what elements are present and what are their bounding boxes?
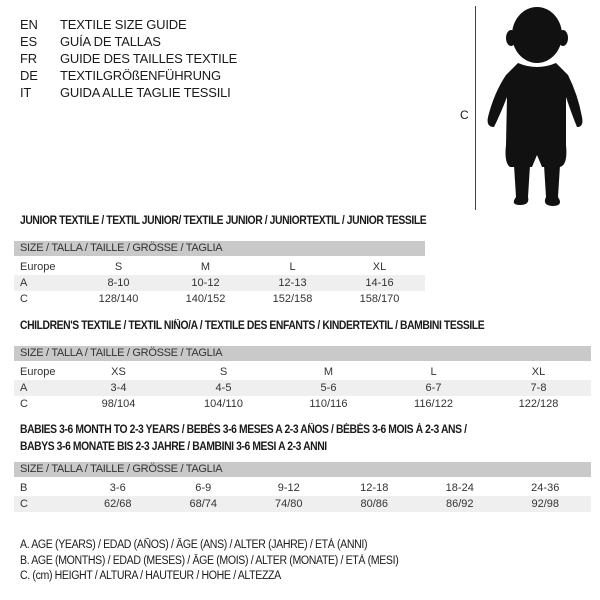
- language-code: ES: [20, 34, 37, 49]
- height-label: C: [460, 108, 469, 122]
- table-cell: 18-24: [445, 482, 474, 494]
- babies-size-table: SIZE / TALLA / TAILLE / GRÖSSE / TAGLIA B…: [14, 462, 591, 512]
- table-cell: 3-4: [110, 382, 127, 394]
- babies-title-line1: BABIES 3-6 MONTH TO 2-3 YEARS / BEBÉS 3-…: [20, 424, 467, 436]
- table-cell: 158/170: [359, 293, 400, 305]
- table-cell: 10-12: [191, 277, 220, 289]
- table-cell: L: [289, 261, 296, 273]
- children-title: CHILDREN'S TEXTILE / TEXTIL NIÑO/A / TEX…: [20, 320, 485, 332]
- table-cell: 9-12: [277, 482, 300, 494]
- row-label: Europe: [20, 366, 56, 378]
- table-cell: 128/140: [98, 293, 139, 305]
- table-cell: S: [219, 366, 228, 378]
- table-cell: 74/80: [274, 498, 303, 510]
- child-silhouette-icon: [487, 7, 583, 206]
- table-row: C 98/104 104/110 110/116 116/122 122/128: [14, 396, 591, 412]
- table-row: C 62/68 68/74 74/80 80/86 86/92 92/98: [14, 496, 591, 512]
- language-line: DE TEXTILGRÖßENFÜHRUNG: [20, 67, 221, 84]
- row-label: A: [20, 382, 28, 394]
- row-label: B: [20, 482, 28, 494]
- size-header: SIZE / TALLA / TAILLE / GRÖSSE / TAGLIA: [14, 241, 425, 256]
- language-line: EN TEXTILE SIZE GUIDE: [20, 16, 187, 33]
- table-cell: 14-16: [365, 277, 394, 289]
- language-title: GUÍA DE TALLAS: [60, 34, 161, 49]
- table-cell: 5-6: [320, 382, 337, 394]
- table-cell: 140/152: [185, 293, 226, 305]
- children-size-table: SIZE / TALLA / TAILLE / GRÖSSE / TAGLIA E…: [14, 346, 591, 412]
- table-cell: XS: [111, 366, 126, 378]
- table-cell: M: [200, 261, 211, 273]
- language-line: ES GUÍA DE TALLAS: [20, 33, 161, 50]
- table-cell: 86/92: [445, 498, 474, 510]
- table-cell: 4-5: [215, 382, 232, 394]
- table-cell: 98/104: [101, 398, 136, 410]
- language-line: FR GUIDE DES TAILLES TEXTILE: [20, 50, 237, 67]
- table-cell: 80/86: [360, 498, 389, 510]
- table-cell: 6-7: [425, 382, 442, 394]
- language-title: TEXTILGRÖßENFÜHRUNG: [60, 68, 221, 83]
- table-cell: 116/122: [414, 398, 453, 410]
- size-header: SIZE / TALLA / TAILLE / GRÖSSE / TAGLIA: [14, 462, 591, 477]
- babies-title-line2: BABYS 3-6 MONATE BIS 2-3 JAHRE / BAMBINI…: [20, 441, 327, 453]
- table-cell: 110/116: [309, 398, 348, 410]
- table-cell: XL: [372, 261, 387, 273]
- table-cell: 24-36: [531, 482, 560, 494]
- table-row: C 128/140 140/152 152/158 158/170: [14, 291, 425, 307]
- height-line: [475, 6, 476, 210]
- size-header: SIZE / TALLA / TAILLE / GRÖSSE / TAGLIA: [14, 346, 591, 361]
- table-row: Europe S M L XL: [14, 259, 425, 275]
- table-cell: L: [430, 366, 437, 378]
- row-label: Europe: [20, 261, 56, 273]
- table-cell: 92/98: [531, 498, 560, 510]
- table-cell: 12-18: [360, 482, 389, 494]
- table-cell: 152/158: [272, 293, 313, 305]
- row-label: C: [20, 398, 28, 410]
- table-cell: 8-10: [107, 277, 130, 289]
- table-cell: 12-13: [278, 277, 307, 289]
- table-cell: M: [323, 366, 334, 378]
- legend-b: B. AGE (MONTHS) / EDAD (MESES) / ÂGE (MO…: [20, 555, 399, 567]
- table-cell: 6-9: [195, 482, 212, 494]
- row-label: A: [20, 277, 28, 289]
- junior-size-table: SIZE / TALLA / TAILLE / GRÖSSE / TAGLIA E…: [14, 241, 425, 307]
- table-row: A 8-10 10-12 12-13 14-16: [14, 275, 425, 291]
- language-title: TEXTILE SIZE GUIDE: [60, 17, 187, 32]
- language-code: FR: [20, 51, 37, 66]
- language-title: GUIDA ALLE TAGLIE TESSILI: [60, 85, 231, 100]
- row-label: C: [20, 498, 28, 510]
- language-code: DE: [20, 68, 38, 83]
- language-code: EN: [20, 17, 38, 32]
- legend-c: C. (cm) HEIGHT / ALTURA / HAUTEUR / HÖHE…: [20, 570, 281, 582]
- legend-a: A. AGE (YEARS) / EDAD (AÑOS) / ÂGE (ANS)…: [20, 539, 368, 551]
- table-cell: XL: [531, 366, 546, 378]
- table-cell: 104/110: [204, 398, 243, 410]
- table-cell: S: [114, 261, 123, 273]
- language-line: IT GUIDA ALLE TAGLIE TESSILI: [20, 84, 231, 101]
- row-label: C: [20, 293, 28, 305]
- junior-title: JUNIOR TEXTILE / TEXTIL JUNIOR/ TEXTILE …: [20, 215, 427, 227]
- table-row: A 3-4 4-5 5-6 6-7 7-8: [14, 380, 591, 396]
- table-cell: 68/74: [189, 498, 218, 510]
- table-row: Europe XS S M L XL: [14, 364, 591, 380]
- table-cell: 62/68: [103, 498, 132, 510]
- table-cell: 3-6: [109, 482, 126, 494]
- table-cell: 7-8: [530, 382, 547, 394]
- language-code: IT: [20, 85, 32, 100]
- table-cell: 122/128: [518, 398, 559, 410]
- table-row: B 3-6 6-9 9-12 12-18 18-24 24-36: [14, 480, 591, 496]
- language-title: GUIDE DES TAILLES TEXTILE: [60, 51, 238, 66]
